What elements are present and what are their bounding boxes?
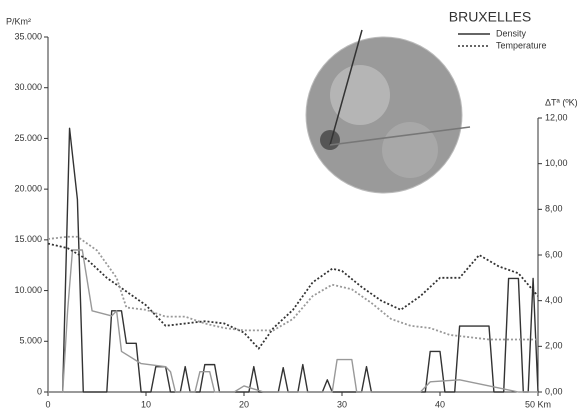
y-tick-label: 35.000 [14, 31, 42, 41]
y-tick-label: 10.000 [14, 285, 42, 295]
y-tick-label: 20.000 [14, 184, 42, 194]
map-transect [329, 29, 363, 146]
x-tick-label: 10 [141, 399, 151, 409]
map-patch [330, 65, 390, 125]
legend-label: Density [496, 28, 527, 38]
map-circle [305, 36, 463, 194]
y-tick-label: 5.000 [19, 336, 42, 346]
y-tick-label: 0 [37, 386, 42, 396]
x-tick-label: 20 [239, 399, 249, 409]
x-tick-label: 0 [45, 399, 50, 409]
map-inset [305, 29, 471, 194]
y2-tick-label: 4,00 [545, 295, 563, 305]
y-tick-label: 30.000 [14, 82, 42, 92]
y-tick-label: 25.000 [14, 133, 42, 143]
x-tick-label: 40 [435, 399, 445, 409]
y2-axis-label: ΔTª (ºK) [545, 97, 578, 107]
y-axis-label: P/Km² [6, 16, 31, 26]
y2-tick-label: 8,00 [545, 204, 563, 214]
series-line [47, 242, 539, 350]
series-line [47, 235, 538, 341]
chart-title: BRUXELLES [449, 9, 531, 25]
y2-tick-label: 12,00 [545, 112, 568, 122]
map-transect [329, 126, 471, 146]
y2-tick-label: 0,00 [545, 386, 563, 396]
x-tick-label: 30 [337, 399, 347, 409]
y2-tick-label: 2,00 [545, 341, 563, 351]
y2-tick-label: 10,00 [545, 158, 568, 168]
map-patch [320, 130, 340, 150]
y2-tick-label: 6,00 [545, 249, 563, 259]
y-tick-label: 15.000 [14, 234, 42, 244]
series-line [48, 249, 538, 393]
map-patch [382, 122, 438, 178]
x-tick-label: 50 Km [525, 399, 551, 409]
series-line [48, 127, 539, 393]
legend-label: Temperature [496, 40, 547, 50]
